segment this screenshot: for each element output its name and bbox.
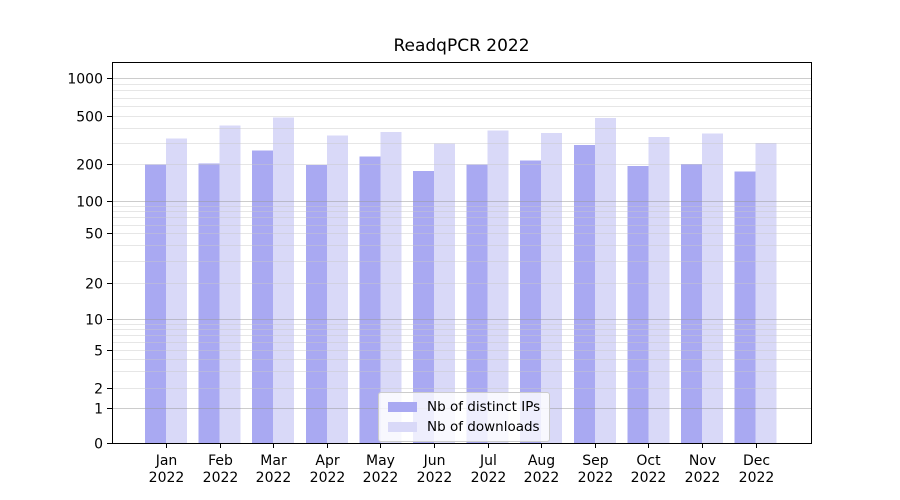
x-tick-label-month: Jun xyxy=(423,453,446,469)
x-tick-label-year: 2022 xyxy=(363,470,399,486)
x-tick-label-year: 2022 xyxy=(310,470,346,486)
legend-swatch-distinct-ips xyxy=(388,402,417,412)
y-tick-label: 500 xyxy=(76,110,103,126)
bar-distinct-ips-sep xyxy=(573,144,595,443)
y-tick-label: 2 xyxy=(94,382,103,398)
legend: Nb of distinct IPs Nb of downloads xyxy=(378,392,551,442)
legend-swatch-downloads xyxy=(388,422,417,432)
bar-distinct-ips-aug xyxy=(520,160,542,444)
legend-item-distinct-ips: Nb of distinct IPs xyxy=(388,399,540,415)
bar-downloads-feb xyxy=(219,125,241,444)
x-tick-label-year: 2022 xyxy=(631,470,667,486)
bar-downloads-jun xyxy=(434,143,455,443)
x-tick-label-month: Nov xyxy=(689,453,716,469)
x-tick-label-year: 2022 xyxy=(739,470,775,486)
bar-downloads-nov xyxy=(702,133,723,444)
x-tick-label-month: May xyxy=(366,453,395,469)
y-tick-label: 100 xyxy=(76,195,103,211)
y-tick-label: 0 xyxy=(94,437,103,453)
bar-downloads-dec xyxy=(755,142,777,444)
x-tick-label-month: Aug xyxy=(528,453,555,469)
x-tick-label-year: 2022 xyxy=(685,470,721,486)
bar-distinct-ips-may xyxy=(359,156,381,443)
y-tick-label: 5 xyxy=(94,344,103,360)
bar-downloads-aug xyxy=(541,133,563,443)
bar-downloads-jul xyxy=(487,130,509,443)
x-tick-label-month: Jan xyxy=(155,453,178,469)
y-tick-label: 50 xyxy=(85,227,103,243)
x-tick-label-year: 2022 xyxy=(256,470,292,486)
y-tick-label: 20 xyxy=(85,277,103,293)
x-tick-label-month: Oct xyxy=(636,453,661,469)
bar-downloads-sep xyxy=(594,117,616,444)
x-tick-label-month: Jul xyxy=(479,453,497,469)
x-tick-label-year: 2022 xyxy=(203,470,239,486)
bar-downloads-mar xyxy=(273,117,295,443)
y-tick-label: 200 xyxy=(76,158,103,174)
bar-distinct-ips-dec xyxy=(734,171,756,443)
bar-distinct-ips-jun xyxy=(413,170,434,443)
x-tick-label-month: Sep xyxy=(582,453,609,469)
bar-distinct-ips-nov xyxy=(681,164,702,443)
bar-downloads-oct xyxy=(648,136,670,443)
legend-label-downloads: Nb of downloads xyxy=(427,419,540,435)
bar-distinct-ips-apr xyxy=(305,164,327,443)
bar-downloads-apr xyxy=(326,135,348,443)
y-tick-label: 10 xyxy=(85,313,103,329)
x-tick-label-year: 2022 xyxy=(471,470,507,486)
y-tick-label: 1000 xyxy=(67,72,103,88)
plot-border xyxy=(111,61,813,445)
x-tick-label-year: 2022 xyxy=(149,470,185,486)
x-tick-label-year: 2022 xyxy=(417,470,453,486)
chart-title: ReadqPCR 2022 xyxy=(393,36,530,56)
legend-label-distinct-ips: Nb of distinct IPs xyxy=(427,399,541,415)
legend-item-downloads: Nb of downloads xyxy=(388,419,540,435)
x-tick-label-year: 2022 xyxy=(578,470,614,486)
bar-distinct-ips-jan xyxy=(145,164,166,443)
bar-distinct-ips-oct xyxy=(627,165,649,443)
bar-distinct-ips-feb xyxy=(198,163,220,444)
bar-downloads-jan xyxy=(166,138,187,443)
x-tick-label-month: Mar xyxy=(260,453,287,469)
x-tick-label-month: Feb xyxy=(208,453,233,469)
bar-downloads-may xyxy=(380,132,402,443)
bar-distinct-ips-mar xyxy=(252,150,274,444)
bar-distinct-ips-jul xyxy=(466,164,488,443)
x-tick-label-month: Dec xyxy=(743,453,770,469)
y-tick-label: 1 xyxy=(94,402,103,418)
x-tick-label-month: Apr xyxy=(315,453,339,469)
x-tick-label-year: 2022 xyxy=(524,470,560,486)
